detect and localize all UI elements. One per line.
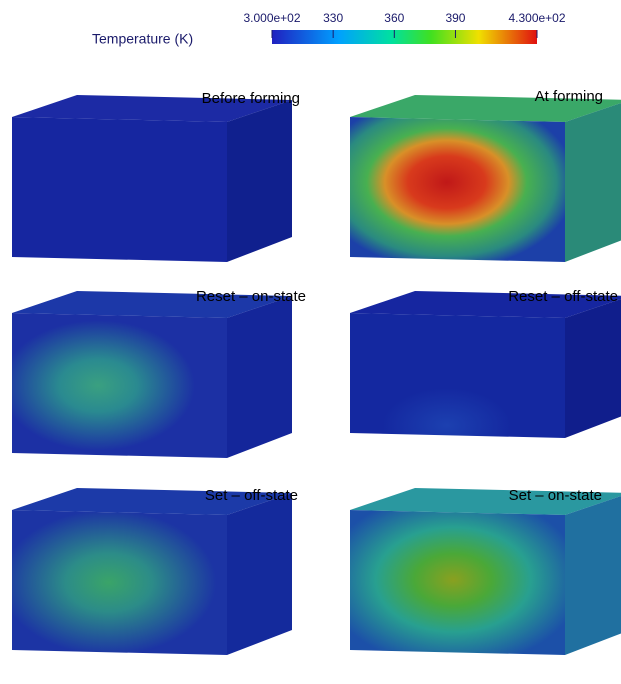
box (350, 488, 621, 655)
colorbar-title: Temperature (K) (92, 31, 193, 47)
figure: Temperature (K) Before forming At formin… (0, 0, 621, 679)
colorbar-tick-label: 330 (323, 11, 343, 25)
page: {"colorbar": {"title": "Temperature (K)"… (0, 0, 621, 679)
panel-label: Reset – off-state (508, 288, 618, 305)
panel-label: Set – off-state (205, 487, 298, 504)
colorbar-tick-label: 3.000e+02 (243, 11, 300, 25)
panel-label: Set – on-state (509, 487, 602, 504)
box (12, 95, 292, 262)
box (12, 488, 292, 655)
box (350, 95, 621, 262)
panel-label: Before forming (202, 90, 300, 107)
colorbar-tick-label: 4.300e+02 (508, 11, 565, 25)
colorbar-tick-label: 390 (445, 11, 465, 25)
box (350, 291, 621, 438)
box (12, 291, 292, 458)
panel-label: At forming (535, 88, 603, 105)
colorbar-tick-label: 360 (384, 11, 404, 25)
panel-label: Reset – on-state (196, 288, 306, 305)
colorbar (272, 30, 537, 44)
